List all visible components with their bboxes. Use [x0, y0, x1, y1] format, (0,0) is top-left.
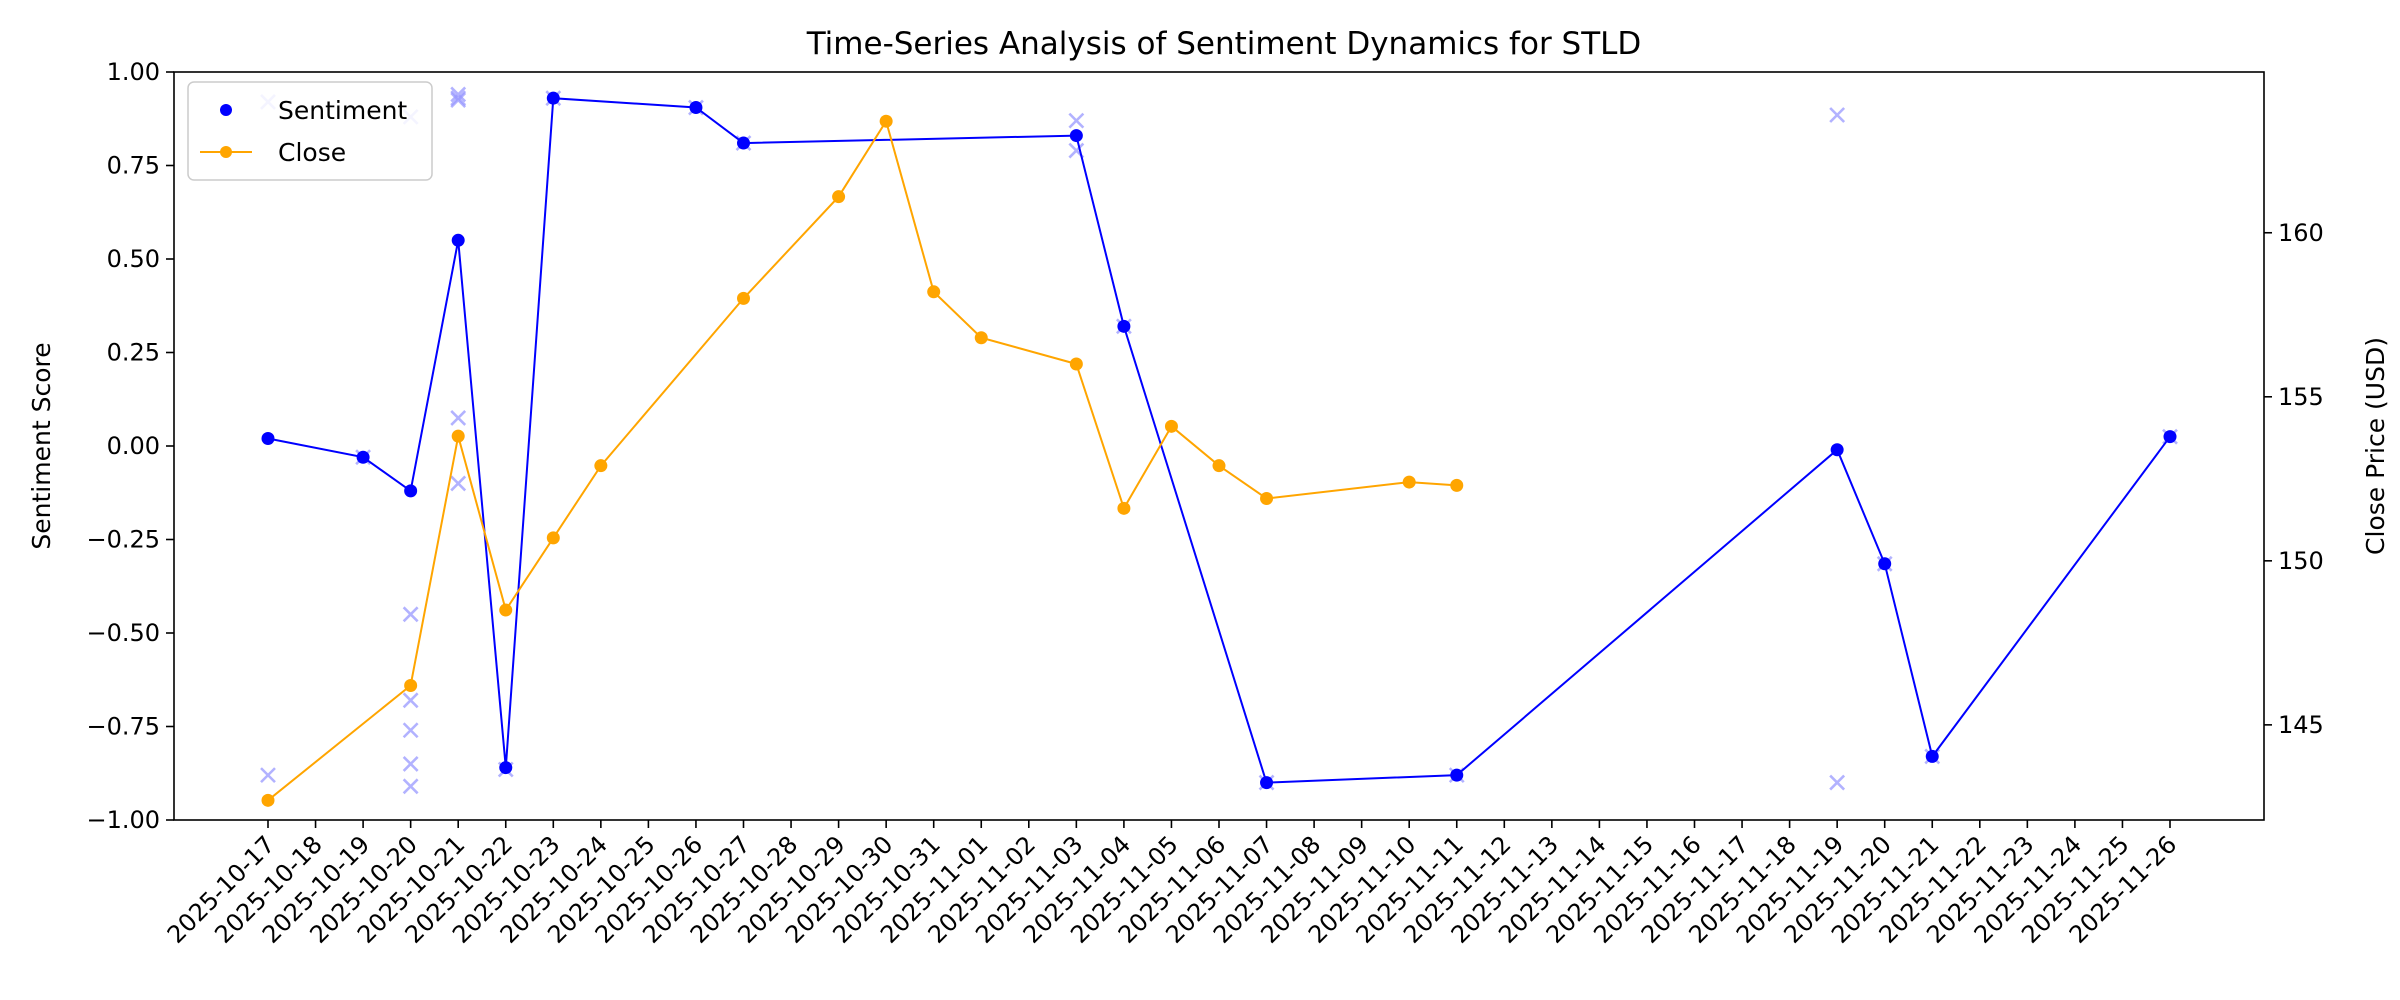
- series-points: [261, 91, 2177, 807]
- raw-point-stroke: [1068, 112, 1085, 129]
- series-point-close-2: [451, 429, 465, 443]
- series-point-sentiment-10: [1260, 776, 1274, 790]
- series-point-sentiment-9: [1117, 319, 1131, 333]
- series-point-sentiment-3: [451, 233, 465, 247]
- series-point-close-14: [1212, 459, 1226, 473]
- raw-point-13: [450, 475, 467, 492]
- raw-point-stroke: [402, 692, 419, 709]
- raw-point-stroke: [450, 410, 467, 426]
- raw-point-10: [450, 90, 467, 107]
- raw-point-8: [402, 778, 419, 795]
- y-right-tick-label: 145: [2278, 711, 2324, 739]
- raw-point-stroke: [1068, 142, 1085, 159]
- raw-point-12: [450, 410, 467, 426]
- series-point-sentiment-0: [261, 432, 275, 446]
- raw-point-stroke: [402, 722, 419, 739]
- raw-point-stroke: [402, 755, 419, 772]
- legend: Sentiment Close: [187, 81, 433, 181]
- raw-point-stroke: [260, 767, 276, 784]
- series-line-sentiment: [267, 97, 2171, 784]
- series-point-close-15: [1260, 491, 1274, 505]
- series-point-close-6: [737, 291, 750, 305]
- y-axis-left-label: Sentiment Score: [27, 342, 56, 549]
- y-left-tick-label: 1.00: [107, 58, 160, 86]
- series-lines: [267, 97, 2171, 802]
- y-left-tick-label: −0.75: [86, 713, 160, 741]
- series-point-sentiment-2: [404, 484, 418, 498]
- series-point-close-3: [499, 603, 513, 617]
- raw-point-6: [402, 722, 419, 739]
- series-point-close-0: [261, 793, 275, 807]
- series-point-close-5: [594, 459, 608, 473]
- raw-point-stroke: [1829, 774, 1846, 791]
- y-left-tick-label: 0.00: [107, 432, 160, 460]
- raw-point-stroke: [402, 778, 419, 795]
- y-axis-right-label: Close Price (USD): [2361, 337, 2390, 555]
- series-point-sentiment-12: [1830, 443, 1844, 457]
- series-point-close-9: [927, 285, 941, 299]
- series-point-sentiment-13: [1878, 557, 1892, 571]
- y-axis-right: 145 150 155 160: [2264, 219, 2324, 739]
- series-point-close-10: [974, 331, 988, 345]
- y-left-tick-label: −1.00: [86, 806, 160, 834]
- y-right-tick-label: 150: [2278, 547, 2324, 575]
- y-left-tick-label: 0.75: [107, 152, 160, 180]
- legend-label-close: Close: [278, 138, 346, 167]
- raw-point-11: [450, 92, 467, 108]
- series-point-close-17: [1450, 478, 1464, 492]
- chart-title: Time-Series Analysis of Sentiment Dynami…: [806, 26, 1642, 62]
- series-point-sentiment-11: [1450, 768, 1464, 782]
- series-point-close-7: [832, 190, 846, 204]
- y-axis-left: −1.00 −0.75 −0.50 −0.25 0.00 0.25 0.50 0.75 1.00: [86, 58, 174, 834]
- legend-label-sentiment: Sentiment: [278, 96, 407, 125]
- series-point-sentiment-4: [499, 761, 513, 775]
- raw-point-stroke: [450, 90, 467, 107]
- raw-point-stroke: [450, 86, 467, 103]
- raw-point-23: [1829, 107, 1846, 123]
- series-point-sentiment-7: [737, 136, 750, 150]
- series-point-close-1: [404, 678, 418, 692]
- x-axis: 2025-10-172025-10-182025-10-192025-10-20…: [162, 820, 2182, 949]
- raw-point-1: [260, 767, 276, 784]
- raw-point-stroke: [450, 475, 467, 492]
- series-point-sentiment-1: [356, 450, 370, 464]
- series-point-sentiment-15: [2163, 430, 2177, 444]
- raw-point-stroke: [1829, 107, 1846, 123]
- raw-sentiment-markers: [260, 86, 2178, 795]
- series-point-close-16: [1402, 475, 1416, 489]
- series-point-close-4: [546, 531, 560, 545]
- series-line-close: [267, 118, 1457, 802]
- y-right-tick-label: 160: [2278, 219, 2324, 247]
- raw-point-9: [450, 86, 467, 103]
- series-point-sentiment-5: [546, 91, 560, 105]
- series-point-sentiment-8: [1069, 129, 1083, 143]
- series-point-close-13: [1164, 419, 1178, 433]
- legend-marker-sentiment: [220, 104, 232, 116]
- y-left-tick-label: 0.25: [107, 339, 160, 367]
- y-left-tick-label: −0.50: [86, 619, 160, 647]
- y-right-tick-label: 155: [2278, 383, 2324, 411]
- series-point-close-11: [1069, 357, 1083, 371]
- series-point-sentiment-6: [689, 101, 703, 115]
- raw-point-24: [1829, 774, 1846, 791]
- series-point-close-12: [1117, 501, 1131, 515]
- raw-point-stroke: [402, 606, 419, 623]
- y-left-tick-label: 0.50: [107, 245, 160, 273]
- series-point-sentiment-14: [1925, 749, 1939, 763]
- y-left-tick-label: −0.25: [86, 526, 160, 554]
- raw-point-7: [402, 755, 419, 772]
- raw-point-18: [1068, 112, 1085, 129]
- raw-point-stroke: [450, 92, 467, 108]
- plot-frame: [173, 71, 2265, 821]
- series-point-close-8: [879, 114, 893, 128]
- raw-point-4: [402, 606, 419, 623]
- legend-marker-close: [220, 146, 232, 158]
- raw-point-5: [402, 692, 419, 709]
- legend-box: [187, 81, 433, 181]
